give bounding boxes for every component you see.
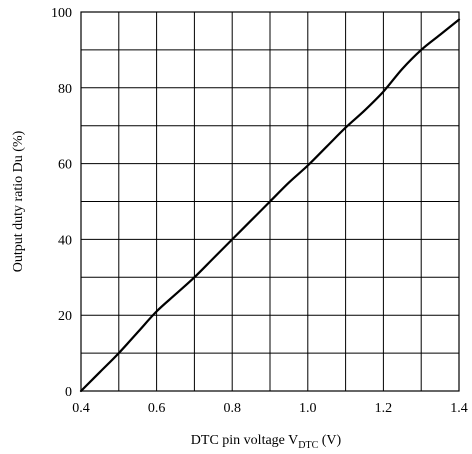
- y-tick-label: 40: [58, 233, 72, 248]
- x-tick-label: 1.2: [375, 401, 393, 416]
- plot-frame: [80, 11, 460, 392]
- x-tick-labels: 0.4 0.6 0.8 1.0 1.2 1.4: [72, 401, 468, 416]
- x-tick-label: 0.8: [223, 401, 241, 416]
- y-tick-label: 20: [58, 309, 72, 324]
- x-tick-label: 0.4: [72, 401, 90, 416]
- y-tick-labels: 0 20 40 60 80 100: [51, 6, 72, 400]
- y-tick-label: 0: [65, 385, 72, 400]
- x-axis-label-subscript: DTC: [298, 440, 318, 451]
- x-axis-label: DTC pin voltage VDTC (V): [191, 433, 342, 451]
- x-tick-label: 1.0: [299, 401, 317, 416]
- y-tick-label: 60: [58, 158, 72, 173]
- x-axis-label-unit: (V): [318, 433, 341, 448]
- x-tick-label: 0.6: [148, 401, 166, 416]
- y-axis-label: Output duty ratio Du (%): [11, 130, 26, 272]
- y-tick-label: 100: [51, 6, 72, 21]
- duty-ratio-curve: [79, 18, 461, 393]
- x-tick-label: 1.4: [450, 401, 468, 416]
- y-tick-label: 80: [58, 82, 72, 97]
- x-axis-label-main: DTC pin voltage V: [191, 433, 298, 448]
